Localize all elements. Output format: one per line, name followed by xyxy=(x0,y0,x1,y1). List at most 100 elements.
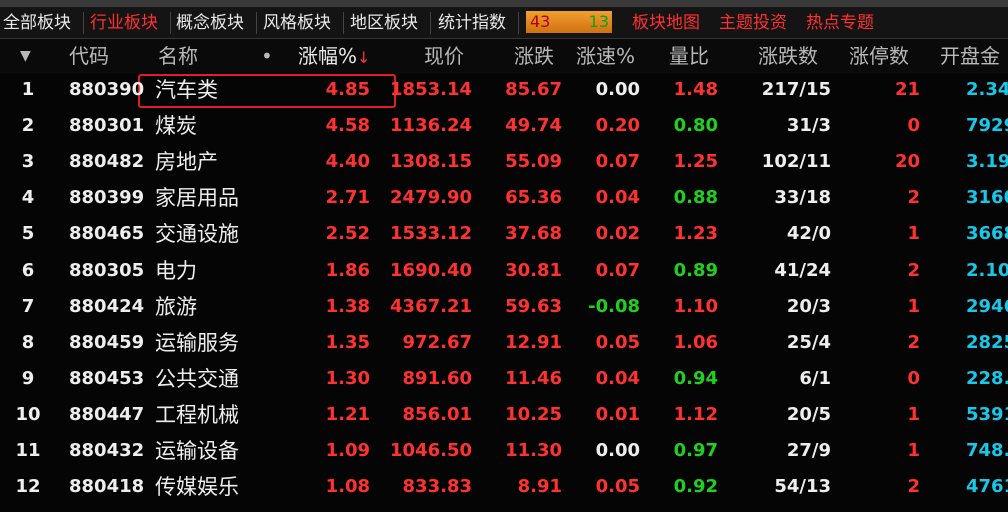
table-row[interactable]: 11 880432 运输设备 1.09 1046.50 11.30 0.00 0.97 27/9… xyxy=(0,433,1008,469)
table-cell: 1.10 xyxy=(673,295,718,317)
table-cell: 0.01 xyxy=(595,403,640,425)
tab[interactable]: 概念板块 xyxy=(176,13,244,33)
table-cell: 880418 xyxy=(69,476,145,498)
table-cell: 房地产 xyxy=(155,150,218,175)
tab-bar xyxy=(0,7,1008,39)
table-cell: 21 xyxy=(894,79,920,100)
column-header[interactable]: 现价 xyxy=(424,44,464,68)
table-cell: 4367.21 xyxy=(390,295,472,317)
column-header[interactable]: 涨速% xyxy=(576,44,636,68)
table-row[interactable]: 10 880447 工程机械 1.21 856.01 10.25 0.01 1.12 20/5 1… xyxy=(0,397,1008,433)
table-cell: 11.46 xyxy=(505,367,562,389)
table-cell: 0.05 xyxy=(595,476,640,498)
table-row[interactable]: 2 880301 煤炭 4.58 1136.24 49.74 0.20 0.80 31/3 0 79… xyxy=(0,108,1008,144)
tab-separator xyxy=(430,12,431,34)
top-strip xyxy=(0,0,1008,7)
table-cell: 856.01 xyxy=(402,403,472,425)
table-cell: 交通设施 xyxy=(155,222,239,247)
table-cell: 880424 xyxy=(69,295,145,317)
table-cell: 1 xyxy=(907,440,920,461)
table-row[interactable]: 8 880459 运输服务 1.35 972.67 12.91 0.05 1.06 25/4 2 2… xyxy=(0,325,1008,361)
table-cell: 工程机械 xyxy=(155,402,239,427)
table-cell: 31/3 xyxy=(786,115,831,137)
table-row[interactable]: 3 880482 房地产 4.40 1308.15 55.09 0.07 1.25 102/11… xyxy=(0,144,1008,180)
table-header: ▼ 代码 名称 • 涨幅%↓ 现价 涨跌 涨速% 量比 涨跌数 涨停数 开盘金 xyxy=(0,39,1008,73)
column-header[interactable]: 开盘金 xyxy=(940,44,1000,68)
table-cell: -0.08 xyxy=(588,295,640,317)
link-tab[interactable]: 主题投资 xyxy=(719,13,787,33)
table-cell: 65.36 xyxy=(505,187,562,209)
table-cell: 59.63 xyxy=(505,295,562,317)
table-cell: 972.67 xyxy=(402,331,472,353)
table-cell: 0.00 xyxy=(595,79,640,100)
table-cell: 41/24 xyxy=(774,259,831,281)
column-header[interactable]: 涨幅%↓ xyxy=(298,44,371,68)
table-cell: 0 xyxy=(907,367,920,389)
column-header[interactable]: • xyxy=(261,44,273,68)
link-tab[interactable]: 板块地图 xyxy=(632,13,700,33)
table-cell: 12 xyxy=(15,476,41,498)
sort-menu[interactable]: ▼ xyxy=(20,48,31,64)
table-cell: 1690.40 xyxy=(390,259,472,281)
table-cell: 0.00 xyxy=(595,440,640,461)
table-cell: 运输服务 xyxy=(155,330,239,355)
table-cell: 1308.15 xyxy=(390,151,472,173)
table-cell: 旅游 xyxy=(155,294,197,319)
table-cell: 25/4 xyxy=(786,331,831,353)
table-cell: 1.06 xyxy=(673,331,718,353)
column-header[interactable]: 涨跌 xyxy=(514,44,554,68)
tab-separator xyxy=(518,12,519,34)
table-cell: 1.30 xyxy=(325,367,370,389)
table-cell: 880465 xyxy=(69,223,145,245)
table-cell: 9 xyxy=(21,367,35,389)
table-row[interactable]: 5 880465 交通设施 2.52 1533.12 37.68 0.02 1.23 42/0 1… xyxy=(0,216,1008,252)
table-cell: 12.91 xyxy=(505,331,562,353)
table-cell: 2 xyxy=(907,187,920,209)
table-row[interactable]: 6 880305 电力 1.86 1690.40 30.81 0.07 0.89 41/24 2 2… xyxy=(0,253,1008,289)
table-cell: 891.60 xyxy=(402,367,472,389)
table-cell: 1.25 xyxy=(673,151,718,173)
table-cell: 0.04 xyxy=(595,367,640,389)
table-cell: 1.08 xyxy=(325,476,370,498)
table-cell: 1.48 xyxy=(673,79,718,100)
table-cell: 0.94 xyxy=(673,367,718,389)
table-cell: 2825 xyxy=(966,331,1008,353)
column-header[interactable]: 涨跌数 xyxy=(758,44,818,68)
table-row[interactable]: 12 880418 传媒娱乐 1.08 833.83 8.91 0.05 0.92 54/13 2… xyxy=(0,469,1008,505)
table-cell: 49.74 xyxy=(505,115,562,137)
table-cell: 880301 xyxy=(69,115,145,137)
table-row[interactable]: 4 880399 家居用品 2.71 2479.90 65.36 0.04 0.88 33/18… xyxy=(0,180,1008,216)
table-row[interactable]: 7 880424 旅游 1.38 4367.21 59.63 -0.08 1.10 20/3 1 2… xyxy=(0,289,1008,325)
table-cell: 运输设备 xyxy=(155,439,239,463)
tab[interactable]: 全部板块 xyxy=(3,13,71,33)
table-cell: 1.86 xyxy=(325,259,370,281)
table-cell: 1.21 xyxy=(325,403,370,425)
table-cell: 880432 xyxy=(69,440,145,461)
tab[interactable]: 地区板块 xyxy=(350,13,418,33)
table-cell: 27/9 xyxy=(786,440,831,461)
column-header[interactable]: 量比 xyxy=(669,44,709,68)
column-header[interactable]: 涨停数 xyxy=(849,44,909,68)
tab[interactable]: 统计指数 xyxy=(438,13,506,33)
stat-box: 43 13 xyxy=(526,11,612,33)
highlight-box xyxy=(138,74,396,108)
tab-separator xyxy=(343,12,344,34)
table-row[interactable]: 9 880453 公共交通 1.30 891.60 11.46 0.04 0.94 6/1 0 22… xyxy=(0,361,1008,397)
table-cell: 1853.14 xyxy=(390,79,472,100)
table-cell: 2.34 xyxy=(966,79,1008,100)
table-cell: 2479.90 xyxy=(390,187,472,209)
table-cell: 1 xyxy=(907,403,920,425)
tab[interactable]: 风格板块 xyxy=(263,13,331,33)
column-header[interactable]: 名称 xyxy=(158,44,198,68)
column-header[interactable]: 代码 xyxy=(69,44,109,68)
link-tab[interactable]: 热点专题 xyxy=(806,13,874,33)
tab[interactable]: 行业板块 xyxy=(90,13,158,33)
table-cell: 33/18 xyxy=(774,187,831,209)
table-cell: 0.88 xyxy=(673,187,718,209)
table-cell: 1.09 xyxy=(325,440,370,461)
table-cell: 1533.12 xyxy=(390,223,472,245)
table-cell: 1.35 xyxy=(325,331,370,353)
table-cell: 0.07 xyxy=(595,151,640,173)
table-row[interactable]: 1 880390 汽车类 4.85 1853.14 85.67 0.00 1.48 217/15… xyxy=(0,72,1008,108)
